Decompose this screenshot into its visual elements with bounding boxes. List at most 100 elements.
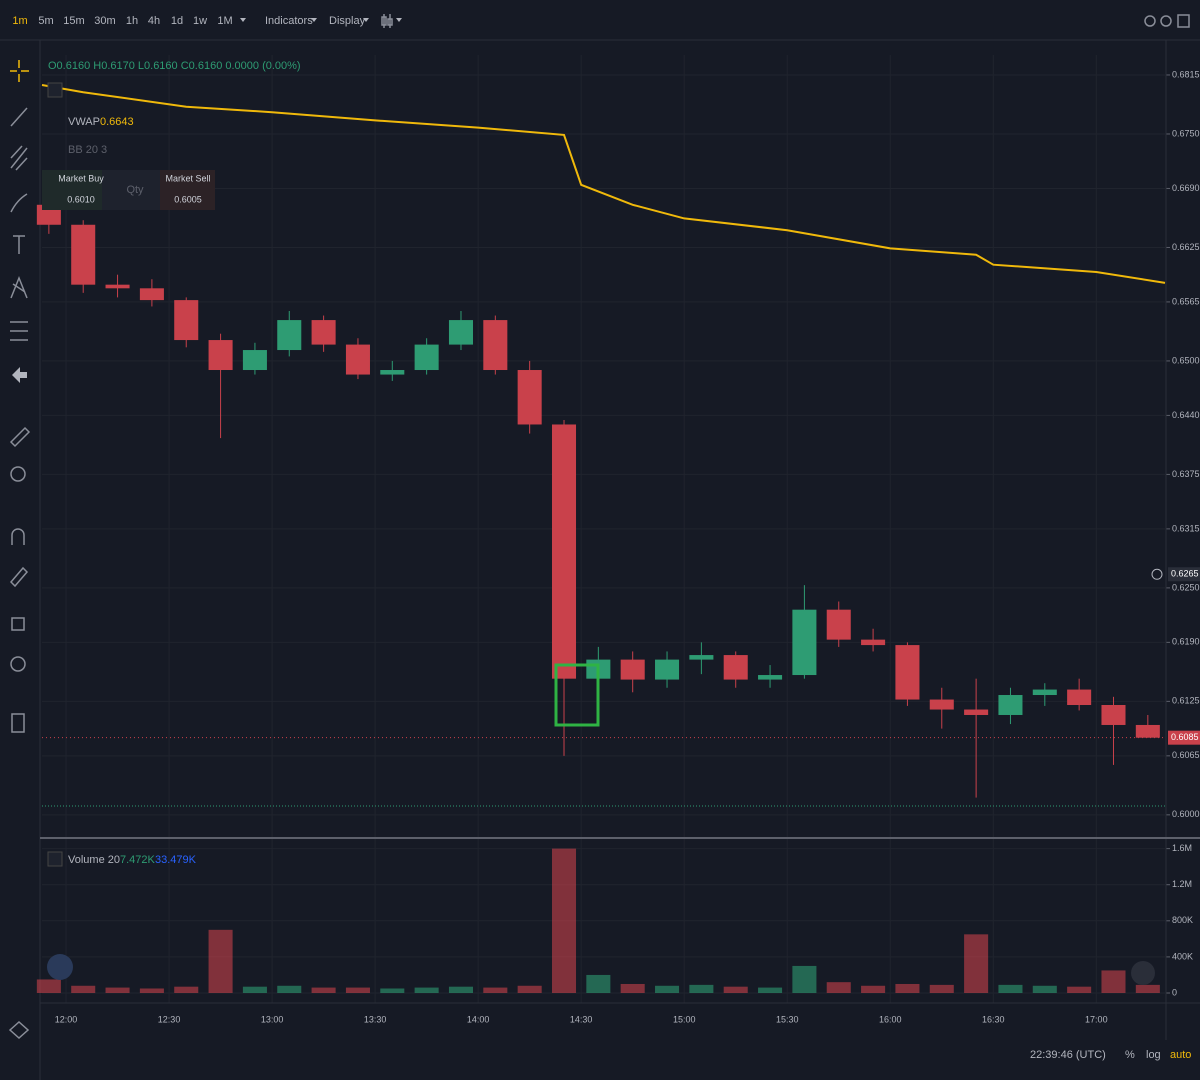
volume-bar [242, 986, 267, 993]
volume-collapse[interactable] [47, 851, 63, 867]
candle-body [964, 709, 989, 715]
timeframe-button[interactable]: 1w [193, 15, 207, 27]
timeframe-button[interactable]: 4h [148, 15, 160, 27]
fib-tool[interactable] [10, 145, 28, 171]
candle-body [208, 340, 233, 371]
crosshair-label: 0.6265 [1171, 569, 1199, 579]
y-tick-label: 800K [1172, 915, 1193, 925]
volume-bar [1101, 970, 1126, 993]
percent-toggle[interactable]: % [1125, 1049, 1135, 1061]
magnet-tool[interactable] [11, 528, 25, 545]
screenshot-icon[interactable] [1144, 15, 1156, 27]
timeframe-button[interactable]: 1h [126, 15, 138, 27]
volume-bar [826, 982, 851, 993]
volume-bar [998, 984, 1023, 993]
scroll-right[interactable] [1131, 961, 1155, 985]
candle-body [345, 344, 370, 375]
status-bar: 22:39:46 (UTC) % log auto [1030, 1049, 1191, 1061]
back-tool[interactable] [12, 367, 27, 383]
volume-bar [929, 984, 954, 993]
y-tick-label: 0.6750 [1172, 128, 1200, 138]
text-tool[interactable] [13, 235, 25, 254]
volume-bar [861, 985, 886, 993]
candle-body [1101, 704, 1126, 725]
volume-bar [277, 985, 302, 993]
candle-body [861, 639, 886, 646]
top-toolbar: Indicators Display 1m 5m 15m 30m 1h 4h 1d 1w 1M [12, 14, 1190, 28]
candle-body [929, 699, 954, 710]
brush-tool[interactable] [10, 193, 28, 213]
candle-body [483, 320, 508, 371]
projection-tool[interactable] [10, 321, 28, 341]
y-tick-label: 0.6625 [1172, 242, 1200, 252]
delete-tool[interactable] [11, 713, 25, 733]
volume-bar [689, 984, 714, 993]
candle-body [174, 300, 199, 341]
clock: 22:39:46 (UTC) [1030, 1049, 1106, 1061]
logo[interactable] [47, 954, 73, 980]
collapse-button[interactable] [47, 82, 63, 98]
vwap-line [41, 83, 1166, 284]
volume-bar [758, 987, 783, 993]
candle-body [380, 370, 405, 375]
draw-mode-tool[interactable] [9, 566, 29, 588]
ruler-tool[interactable] [9, 426, 31, 448]
line-tool[interactable] [10, 107, 28, 127]
qty-panel[interactable] [102, 170, 160, 210]
candle-body [826, 609, 851, 640]
crosshair-tool[interactable] [10, 60, 29, 82]
volume-bar [36, 979, 61, 993]
candle-body [139, 288, 164, 301]
timeframe-button[interactable]: 15m [63, 15, 84, 27]
buy-label: Market Buy [58, 173, 104, 183]
visibility-tool[interactable] [10, 656, 26, 672]
chart-type-icon[interactable] [381, 14, 393, 28]
add-alert-button[interactable] [1151, 568, 1163, 580]
candle-body [895, 645, 920, 700]
pattern-tool[interactable] [10, 275, 28, 299]
ohlc-readout: O0.6160 H0.6170 L0.6160 C0.6160 0.0000 (… [48, 60, 301, 72]
fullscreen-icon[interactable] [1177, 14, 1190, 28]
volume-bar [174, 986, 199, 993]
timeframe-button[interactable]: 1d [171, 15, 183, 27]
auto-toggle[interactable]: auto [1170, 1049, 1191, 1061]
crosshair-tag [1168, 567, 1200, 582]
y-tick-label: 0.6190 [1172, 637, 1200, 647]
zoom-tool[interactable] [10, 466, 26, 482]
candle-body [655, 659, 680, 680]
display-button[interactable]: Display [329, 15, 366, 27]
timeframe-button[interactable]: 30m [94, 15, 115, 27]
indicators-button[interactable]: Indicators [265, 15, 313, 27]
volume-bar [414, 987, 439, 993]
volume-bar [1032, 985, 1057, 993]
candle-body [758, 675, 783, 680]
vwap-value: 0.6643 [100, 116, 134, 128]
y-tick-label: 0.6690 [1172, 183, 1200, 193]
layers-tool[interactable] [8, 1020, 30, 1040]
candle-body [620, 659, 645, 680]
candle-body [414, 344, 439, 371]
sell-panel[interactable] [160, 170, 215, 210]
price-pane: 0.6815 0.6750 0.6690 0.6625 0.6565 0.6500 0.64… [36, 55, 1200, 1024]
y-tick-label: 0.6125 [1172, 696, 1200, 706]
settings-icon[interactable] [1160, 15, 1172, 27]
y-tick-label: 0.6000 [1172, 809, 1200, 819]
lock-tool[interactable] [11, 617, 25, 631]
y-tick-label: 0.6250 [1172, 582, 1200, 592]
x-tick-label: 15:00 [673, 1014, 696, 1024]
x-tick-label: 12:30 [158, 1014, 181, 1024]
log-toggle[interactable]: log [1146, 1049, 1161, 1061]
timeframe-button[interactable]: 5m [38, 15, 53, 27]
x-tick-label: 13:00 [261, 1014, 284, 1024]
timeframe-button[interactable]: 1M [217, 15, 232, 27]
vwap-label: VWAP [68, 116, 100, 128]
x-tick-label: 16:00 [879, 1014, 902, 1024]
timeframe-button[interactable]: 1m [12, 15, 27, 27]
volume-bar [483, 987, 508, 993]
y-tick-label: 0.6315 [1172, 523, 1200, 533]
sell-price: 0.6005 [174, 194, 202, 204]
highlight-box [554, 663, 600, 727]
x-tick-label: 14:00 [467, 1014, 490, 1024]
volume-bar [208, 929, 233, 993]
buy-panel[interactable] [42, 170, 102, 210]
